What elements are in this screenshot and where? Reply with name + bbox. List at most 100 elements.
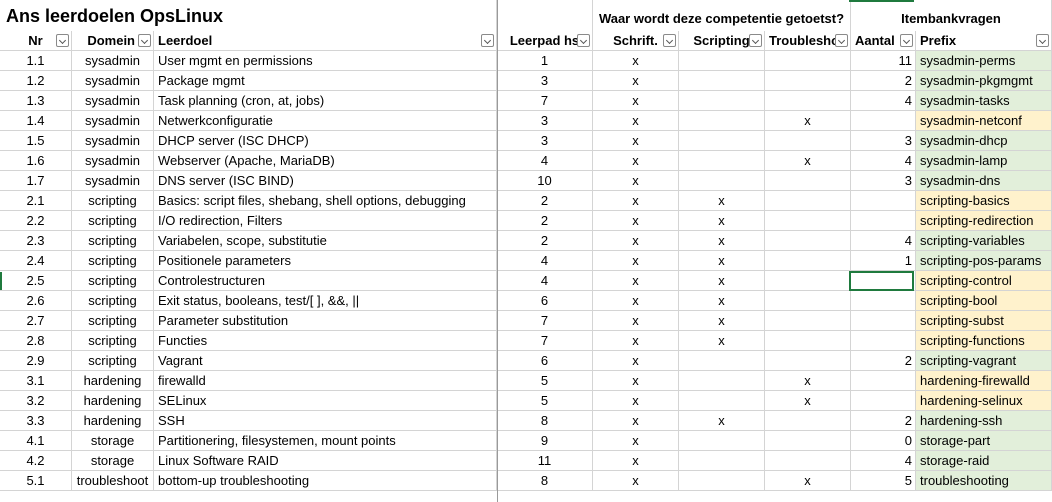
cell-trb[interactable] xyxy=(765,331,851,351)
filter-dropdown-icon[interactable] xyxy=(577,34,590,47)
cell-sch[interactable]: x xyxy=(593,131,679,151)
cell-aantal[interactable]: 5 xyxy=(851,471,916,491)
cell-leerdoel[interactable]: Basics: script files, shebang, shell opt… xyxy=(154,191,497,211)
cell-scr[interactable] xyxy=(679,51,765,71)
cell-aantal[interactable]: 4 xyxy=(851,231,916,251)
cell-domein[interactable]: scripting xyxy=(72,291,154,311)
filter-dropdown-icon[interactable] xyxy=(1036,34,1049,47)
cell-sch[interactable]: x xyxy=(593,111,679,131)
cell-domein[interactable]: scripting xyxy=(72,331,154,351)
cell-lp[interactable]: 9 xyxy=(497,431,593,451)
cell-domein[interactable]: hardening xyxy=(72,391,154,411)
cell-nr[interactable]: 4.1 xyxy=(0,431,72,451)
cell-domein[interactable]: sysadmin xyxy=(72,51,154,71)
cell-domein[interactable]: scripting xyxy=(72,231,154,251)
cell-scr[interactable] xyxy=(679,91,765,111)
cell-scr[interactable] xyxy=(679,71,765,91)
cell-trb[interactable]: x xyxy=(765,371,851,391)
cell-leerdoel[interactable]: DHCP server (ISC DHCP) xyxy=(154,131,497,151)
cell-prefix[interactable]: sysadmin-perms xyxy=(916,51,1052,71)
cell-aantal[interactable]: 2 xyxy=(851,411,916,431)
cell-leerdoel[interactable]: bottom-up troubleshooting xyxy=(154,471,497,491)
filter-dropdown-icon[interactable] xyxy=(138,34,151,47)
cell-domein[interactable]: troubleshoot xyxy=(72,471,154,491)
cell-aantal[interactable] xyxy=(851,191,916,211)
header-domein[interactable]: Domein xyxy=(72,31,154,51)
cell-prefix[interactable]: hardening-selinux xyxy=(916,391,1052,411)
cell-prefix[interactable]: sysadmin-dns xyxy=(916,171,1052,191)
cell-sch[interactable]: x xyxy=(593,71,679,91)
cell-leerdoel[interactable]: Task planning (cron, at, jobs) xyxy=(154,91,497,111)
cell-sch[interactable]: x xyxy=(593,431,679,451)
cell-nr[interactable]: 5.1 xyxy=(0,471,72,491)
cell-scr[interactable] xyxy=(679,371,765,391)
filter-dropdown-icon[interactable] xyxy=(481,34,494,47)
cell-trb[interactable] xyxy=(765,351,851,371)
cell-trb[interactable] xyxy=(765,171,851,191)
cell-trb[interactable] xyxy=(765,271,851,291)
cell-scr[interactable] xyxy=(679,431,765,451)
cell-sch[interactable]: x xyxy=(593,371,679,391)
cell-sch[interactable]: x xyxy=(593,171,679,191)
cell-leerdoel[interactable]: Linux Software RAID xyxy=(154,451,497,471)
cell-aantal[interactable] xyxy=(851,371,916,391)
cell-sch[interactable]: x xyxy=(593,51,679,71)
cell-lp[interactable]: 2 xyxy=(497,211,593,231)
cell-nr[interactable]: 3.3 xyxy=(0,411,72,431)
cell-domein[interactable]: scripting xyxy=(72,251,154,271)
cell-nr[interactable]: 2.9 xyxy=(0,351,72,371)
cell-leerdoel[interactable]: firewalld xyxy=(154,371,497,391)
cell-trb[interactable] xyxy=(765,91,851,111)
cell-prefix[interactable]: sysadmin-netconf xyxy=(916,111,1052,131)
cell-leerdoel[interactable]: Functies xyxy=(154,331,497,351)
header-troubleshoot[interactable]: Troubleshoo xyxy=(765,31,851,51)
cell-leerdoel[interactable]: Variabelen, scope, substitutie xyxy=(154,231,497,251)
cell-sch[interactable]: x xyxy=(593,191,679,211)
cell-lp[interactable]: 7 xyxy=(497,91,593,111)
cell-sch[interactable]: x xyxy=(593,471,679,491)
header-aantal[interactable]: Aantal xyxy=(851,31,916,51)
cell-aantal[interactable]: 0 xyxy=(851,431,916,451)
cell-aantal[interactable]: 11 xyxy=(851,51,916,71)
cell-scr[interactable]: x xyxy=(679,311,765,331)
cell-lp[interactable]: 4 xyxy=(497,151,593,171)
cell-lp[interactable]: 11 xyxy=(497,451,593,471)
cell-aantal[interactable] xyxy=(851,111,916,131)
cell-domein[interactable]: scripting xyxy=(72,211,154,231)
cell-nr[interactable]: 1.1 xyxy=(0,51,72,71)
cell-nr[interactable]: 4.2 xyxy=(0,451,72,471)
header-nr[interactable]: Nr xyxy=(0,31,72,51)
cell-aantal[interactable]: 4 xyxy=(851,451,916,471)
cell-nr[interactable]: 2.5 xyxy=(0,271,72,291)
cell-prefix[interactable]: storage-raid xyxy=(916,451,1052,471)
cell-trb[interactable] xyxy=(765,251,851,271)
cell-prefix[interactable]: sysadmin-tasks xyxy=(916,91,1052,111)
cell-lp[interactable]: 5 xyxy=(497,391,593,411)
cell-leerdoel[interactable]: Netwerkconfiguratie xyxy=(154,111,497,131)
cell-prefix[interactable]: scripting-vagrant xyxy=(916,351,1052,371)
cell-prefix[interactable]: storage-part xyxy=(916,431,1052,451)
cell-domein[interactable]: scripting xyxy=(72,311,154,331)
cell-trb[interactable] xyxy=(765,191,851,211)
cell-aantal[interactable]: 2 xyxy=(851,351,916,371)
cell-lp[interactable]: 10 xyxy=(497,171,593,191)
header-leerpad[interactable]: Leerpad hs xyxy=(497,31,593,51)
cell-sch[interactable]: x xyxy=(593,331,679,351)
cell-leerdoel[interactable]: Controlestructuren xyxy=(154,271,497,291)
cell-lp[interactable]: 2 xyxy=(497,191,593,211)
cell-lp[interactable]: 8 xyxy=(497,471,593,491)
cell-aantal[interactable]: 1 xyxy=(851,251,916,271)
cell-domein[interactable]: sysadmin xyxy=(72,91,154,111)
cell-prefix[interactable]: sysadmin-lamp xyxy=(916,151,1052,171)
cell-lp[interactable]: 3 xyxy=(497,71,593,91)
cell-scr[interactable]: x xyxy=(679,211,765,231)
cell-aantal[interactable]: 4 xyxy=(851,91,916,111)
cell-trb[interactable] xyxy=(765,411,851,431)
cell-nr[interactable]: 2.1 xyxy=(0,191,72,211)
cell-aantal[interactable] xyxy=(851,211,916,231)
header-schrift[interactable]: Schrift. xyxy=(593,31,679,51)
cell-lp[interactable]: 7 xyxy=(497,331,593,351)
cell-leerdoel[interactable]: Parameter substitution xyxy=(154,311,497,331)
cell-prefix[interactable]: sysadmin-dhcp xyxy=(916,131,1052,151)
cell-domein[interactable]: scripting xyxy=(72,191,154,211)
